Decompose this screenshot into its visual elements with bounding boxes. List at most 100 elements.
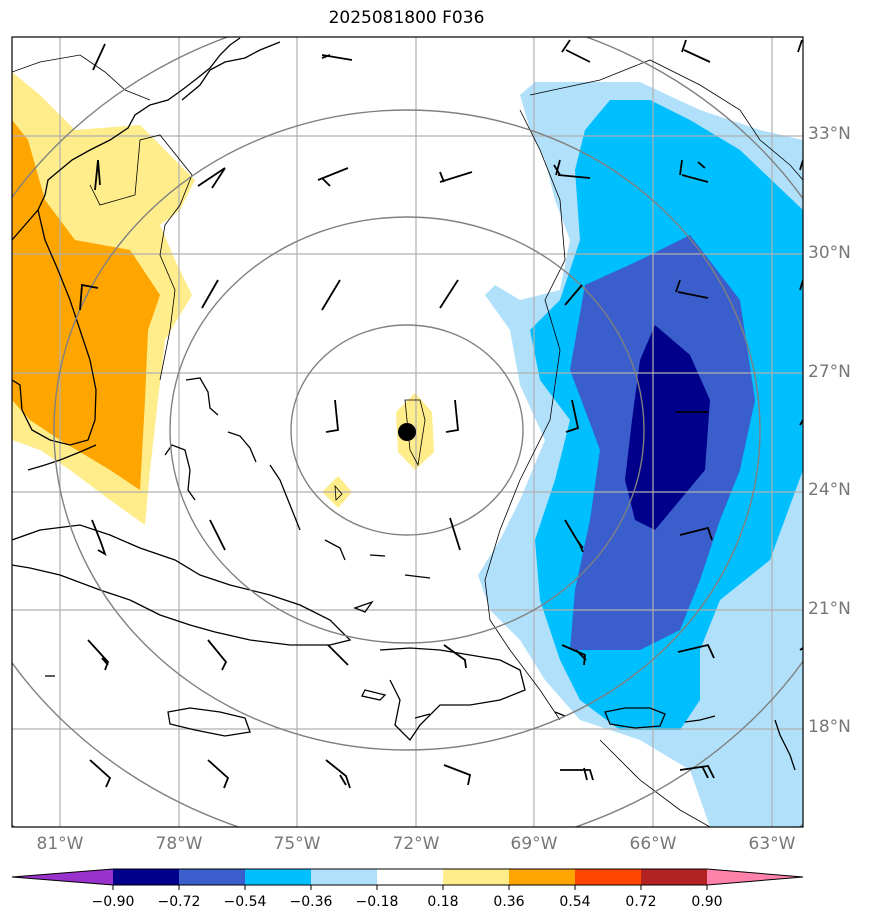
lat-label: 33°N xyxy=(808,124,851,144)
wind-barb xyxy=(565,399,580,433)
caribbean-lesser xyxy=(774,719,796,771)
hispaniola xyxy=(379,647,526,742)
colorbar-tick-label: 0.90 xyxy=(691,894,723,910)
colorbar-segment xyxy=(377,869,443,885)
wind-barb xyxy=(679,765,715,779)
map-frame xyxy=(11,36,804,828)
lon-label: 63°W xyxy=(748,834,796,854)
jamaica xyxy=(167,707,251,737)
lon-label: 72°W xyxy=(392,834,440,854)
wind-barb xyxy=(92,43,353,71)
wind-barb xyxy=(560,767,594,781)
range-ring-2 xyxy=(169,216,645,644)
wind-barb xyxy=(87,639,110,671)
wind-barb xyxy=(325,399,339,433)
coastlines xyxy=(12,37,796,771)
storm-center-marker xyxy=(398,423,416,441)
wind-barb xyxy=(327,644,349,666)
wind-barb xyxy=(561,644,587,666)
wind-barb xyxy=(207,759,230,789)
wind-barb xyxy=(679,159,709,183)
lat-label: 18°N xyxy=(808,717,851,737)
lon-label: 81°W xyxy=(36,834,84,854)
lat-label: 24°N xyxy=(808,480,851,500)
colorbar-tick-label: −0.72 xyxy=(157,894,201,910)
wind-barb xyxy=(79,283,99,311)
lon-label: 66°W xyxy=(629,834,677,854)
colorbar-extend-low xyxy=(12,869,113,885)
wind-barb xyxy=(561,39,591,63)
colorbar-segment xyxy=(509,869,575,885)
colorbar-tick-label: 0.36 xyxy=(493,894,525,910)
wind-barb xyxy=(445,399,459,433)
lat-label: 21°N xyxy=(808,599,851,619)
wind-barb xyxy=(325,759,351,789)
haiti-island xyxy=(361,689,387,701)
colorbar-tick-label: −0.54 xyxy=(223,894,267,910)
wind-barb xyxy=(443,764,472,786)
colorbar-extend-high xyxy=(707,869,803,885)
range-ring-3 xyxy=(53,109,761,751)
wind-barb xyxy=(679,526,713,541)
florida-keys xyxy=(27,444,97,471)
us-east-coast xyxy=(12,37,241,241)
colorbar-segment xyxy=(311,869,377,885)
colorbar-segment xyxy=(443,869,509,885)
bahamas-inagua xyxy=(324,539,346,561)
small-islands-1 xyxy=(353,600,374,613)
colorbar-tick-label: 0.18 xyxy=(427,894,459,910)
virgin-islands xyxy=(684,715,716,723)
bahamas-long xyxy=(269,464,301,531)
bahamas-turks xyxy=(369,554,386,557)
wind-barb xyxy=(449,517,461,551)
puerto-rico xyxy=(604,707,666,729)
wind-barb xyxy=(89,759,112,788)
wind-barb xyxy=(439,279,459,309)
colorbar-segment xyxy=(641,869,707,885)
wind-barb xyxy=(209,519,226,551)
wind-barb xyxy=(197,167,226,189)
colorbar-segment xyxy=(245,869,311,885)
us-coast-north xyxy=(181,41,281,101)
bahamas-eleuthera xyxy=(227,431,257,463)
graticule xyxy=(12,37,803,827)
colorbar-segment xyxy=(575,869,641,885)
wind-barb xyxy=(797,39,803,53)
positive-field xyxy=(12,72,434,525)
wind-barb xyxy=(564,284,583,306)
wind-barb xyxy=(207,639,228,671)
boundaries xyxy=(12,54,803,827)
wind-barb xyxy=(94,159,101,191)
positive-contour-dark xyxy=(12,120,160,490)
wind-barb xyxy=(675,279,709,299)
negative-field xyxy=(478,82,803,827)
wind-barb xyxy=(553,159,591,179)
wind-barb xyxy=(321,279,341,311)
range-ring-1 xyxy=(290,324,524,536)
lat-label: 27°N xyxy=(808,362,851,382)
colorbar-segment xyxy=(179,869,245,885)
bahamas-abaco xyxy=(185,377,219,416)
lat-label: 30°N xyxy=(808,243,851,263)
wind-barb xyxy=(439,171,473,183)
lon-label: 78°W xyxy=(155,834,203,854)
wind-barbs xyxy=(79,39,803,789)
colorbar-tick-label: 0.54 xyxy=(559,894,591,910)
wind-barb xyxy=(564,519,584,553)
colorbar-tick-label: 0.72 xyxy=(625,894,657,910)
wind-barb xyxy=(201,279,219,309)
wind-barb xyxy=(677,643,715,659)
map-title: 2025081800 F036 xyxy=(328,8,485,28)
wind-barb xyxy=(681,39,711,63)
lon-label: 75°W xyxy=(273,834,321,854)
small-islands-2 xyxy=(414,713,431,719)
colorbar-tick-label: −0.36 xyxy=(289,894,333,910)
bahamas-caicos xyxy=(404,574,431,579)
mona xyxy=(554,711,566,717)
colorbar-tick-label: −0.90 xyxy=(91,894,135,910)
colorbar xyxy=(11,868,804,890)
wind-barb xyxy=(91,519,107,556)
negative-contour-max xyxy=(625,325,710,530)
